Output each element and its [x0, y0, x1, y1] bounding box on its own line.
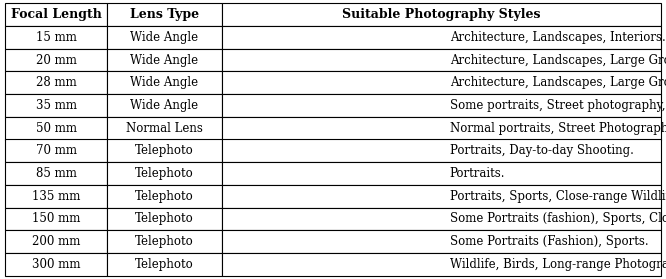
Text: Normal portraits, Street Photography.: Normal portraits, Street Photography.	[450, 122, 666, 135]
Text: Portraits, Day-to-day Shooting.: Portraits, Day-to-day Shooting.	[450, 144, 634, 157]
Bar	[107, 117, 222, 140]
Bar	[5, 253, 107, 276]
Text: Wildlife, Birds, Long-range Photography.: Wildlife, Birds, Long-range Photography.	[450, 258, 666, 271]
Bar	[222, 185, 661, 208]
Bar	[222, 49, 661, 71]
Bar	[107, 208, 222, 230]
Bar	[107, 185, 222, 208]
Text: Lens Type: Lens Type	[130, 8, 199, 21]
Text: 50 mm: 50 mm	[35, 122, 77, 135]
Bar	[5, 208, 107, 230]
Bar	[107, 71, 222, 94]
Text: 35 mm: 35 mm	[35, 99, 77, 112]
Bar	[107, 94, 222, 117]
Bar	[222, 117, 661, 140]
Text: Telephoto: Telephoto	[135, 144, 194, 157]
Bar	[222, 162, 661, 185]
Bar	[222, 230, 661, 253]
Text: 28 mm: 28 mm	[36, 76, 77, 89]
Text: Wide Angle: Wide Angle	[130, 76, 198, 89]
Text: Wide Angle: Wide Angle	[130, 31, 198, 44]
Text: Telephoto: Telephoto	[135, 190, 194, 203]
Bar	[222, 140, 661, 162]
Bar	[107, 26, 222, 49]
Text: 15 mm: 15 mm	[36, 31, 77, 44]
Bar	[5, 185, 107, 208]
Bar	[5, 140, 107, 162]
Text: Telephoto: Telephoto	[135, 212, 194, 225]
Text: Some portraits, Street photography, Day-to-day Shooting.: Some portraits, Street photography, Day-…	[450, 99, 666, 112]
Text: Some Portraits (fashion), Sports, Close-range Wildlife.: Some Portraits (fashion), Sports, Close-…	[450, 212, 666, 225]
Bar	[107, 230, 222, 253]
Text: 20 mm: 20 mm	[36, 54, 77, 67]
Bar	[107, 162, 222, 185]
Text: Portraits, Sports, Close-range Wildlife.: Portraits, Sports, Close-range Wildlife.	[450, 190, 666, 203]
Text: Architecture, Landscapes, Large Groups of People.: Architecture, Landscapes, Large Groups o…	[450, 54, 666, 67]
Bar	[5, 26, 107, 49]
Bar	[222, 94, 661, 117]
Text: Suitable Photography Styles: Suitable Photography Styles	[342, 8, 540, 21]
Text: Architecture, Landscapes, Large Groups of People.: Architecture, Landscapes, Large Groups o…	[450, 76, 666, 89]
Bar	[5, 162, 107, 185]
Text: Telephoto: Telephoto	[135, 258, 194, 271]
Text: 150 mm: 150 mm	[32, 212, 81, 225]
Bar	[222, 26, 661, 49]
Text: Focal Length: Focal Length	[11, 8, 101, 21]
Bar	[5, 94, 107, 117]
Text: 200 mm: 200 mm	[32, 235, 81, 248]
Bar	[5, 117, 107, 140]
Text: Wide Angle: Wide Angle	[130, 99, 198, 112]
Text: Telephoto: Telephoto	[135, 235, 194, 248]
Bar	[5, 230, 107, 253]
Text: Some Portraits (Fashion), Sports.: Some Portraits (Fashion), Sports.	[450, 235, 649, 248]
Text: Architecture, Landscapes, Interiors.: Architecture, Landscapes, Interiors.	[450, 31, 665, 44]
Text: Telephoto: Telephoto	[135, 167, 194, 180]
Bar	[5, 3, 107, 26]
Bar	[222, 253, 661, 276]
Text: Wide Angle: Wide Angle	[130, 54, 198, 67]
Bar	[5, 71, 107, 94]
Bar	[107, 3, 222, 26]
Text: 300 mm: 300 mm	[32, 258, 81, 271]
Text: Normal Lens: Normal Lens	[126, 122, 202, 135]
Bar	[222, 3, 661, 26]
Bar	[222, 71, 661, 94]
Text: 85 mm: 85 mm	[36, 167, 77, 180]
Bar	[107, 140, 222, 162]
Text: 70 mm: 70 mm	[35, 144, 77, 157]
Bar	[5, 49, 107, 71]
Bar	[107, 49, 222, 71]
Bar	[107, 253, 222, 276]
Bar	[222, 208, 661, 230]
Text: 135 mm: 135 mm	[32, 190, 81, 203]
Text: Portraits.: Portraits.	[450, 167, 505, 180]
